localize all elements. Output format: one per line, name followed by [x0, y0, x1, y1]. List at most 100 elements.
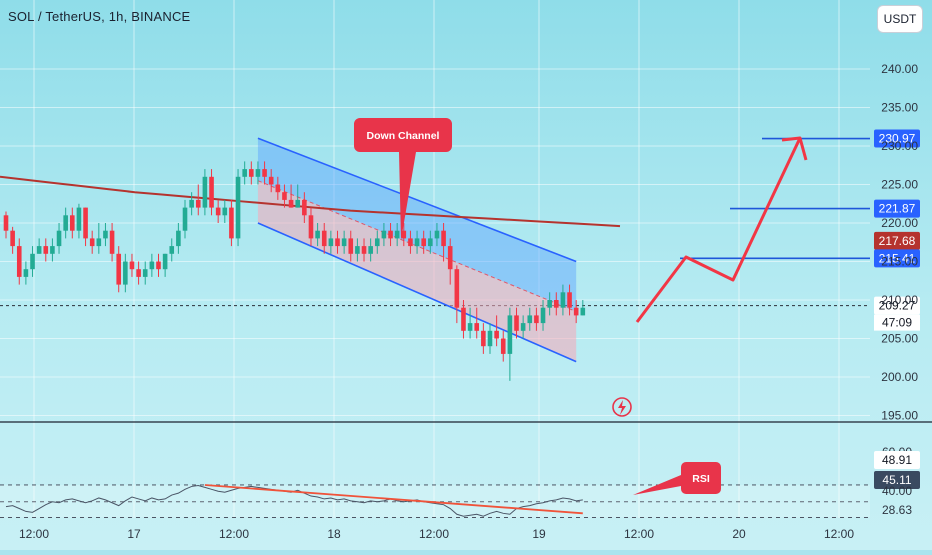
channel-upper-line	[257, 137, 577, 263]
candle-body	[494, 330, 499, 339]
callout-down-channel	[354, 118, 452, 240]
rsi-axis-label: 48.91	[882, 453, 912, 467]
candle-84	[560, 284, 566, 316]
candle-body	[534, 315, 539, 324]
candle-body	[63, 215, 68, 231]
candle-body	[540, 307, 546, 324]
price-level-label: 209.27	[879, 299, 916, 313]
candle-body	[481, 330, 486, 347]
channel-upper-fill	[257, 138, 577, 312]
countdown-label: 47:09	[882, 316, 912, 330]
candle-47	[315, 223, 320, 247]
candle-body	[268, 176, 274, 185]
candle-body	[295, 199, 301, 208]
candle-body	[474, 323, 480, 331]
candle-67	[447, 238, 453, 285]
candle-body	[421, 238, 426, 247]
candle-body	[573, 307, 579, 316]
candle-body	[447, 246, 453, 270]
candle-body	[103, 230, 108, 239]
candle-56	[374, 230, 380, 254]
candle-28	[189, 192, 194, 216]
time-axis-tick-8: 12:00	[824, 527, 854, 541]
candle-51	[341, 230, 347, 254]
candle-body	[321, 230, 327, 247]
candle-body	[394, 230, 400, 239]
candle-body	[149, 261, 155, 270]
candle-78	[520, 315, 526, 339]
candle-22	[149, 253, 155, 277]
price-axis-tick-2: 230.00	[881, 139, 918, 153]
candle-body	[275, 184, 281, 193]
price-axis-tick-3: 225.00	[881, 178, 918, 192]
price-level-tag-0: 230.97	[874, 129, 920, 148]
candle-68	[454, 265, 460, 324]
candle-body	[116, 253, 122, 285]
candle-body	[553, 300, 559, 308]
candle-body	[408, 238, 413, 247]
price-level-tag-2: 217.68	[874, 231, 920, 250]
candle-body	[10, 230, 15, 247]
candle-body	[461, 307, 466, 331]
callout-down-channel-label: Down Channel	[367, 130, 440, 142]
candle-79	[527, 307, 533, 331]
candle-66	[441, 223, 446, 262]
price-axis-tick-0: 240.00	[881, 62, 918, 76]
price-level-bg	[874, 249, 920, 268]
candle-body	[249, 169, 254, 177]
price-level-bg	[874, 296, 920, 315]
countdown-bg	[874, 314, 920, 331]
candle-4	[30, 246, 35, 277]
candle-13	[89, 230, 95, 254]
candle-0	[3, 211, 9, 239]
candle-body	[235, 176, 241, 239]
price-level-tag-4: 209.27	[874, 296, 920, 315]
candle-11	[76, 203, 82, 239]
price-level-bg	[874, 199, 920, 218]
candle-52	[348, 230, 354, 262]
candle-58	[388, 223, 393, 247]
candle-53	[355, 238, 360, 262]
candle-body	[229, 207, 234, 239]
candle-body	[487, 330, 493, 347]
price-level-label: 217.68	[879, 234, 916, 248]
candle-15	[103, 223, 108, 247]
candle-body	[374, 238, 380, 247]
candle-body	[500, 338, 506, 354]
candle-62	[414, 230, 420, 254]
candle-24	[162, 253, 168, 277]
candle-9	[63, 207, 68, 239]
candle-body	[335, 238, 340, 247]
candle-80	[534, 307, 539, 331]
candle-48	[321, 223, 327, 254]
candle-body	[215, 207, 221, 216]
candle-61	[408, 230, 413, 254]
time-axis-tick-2: 12:00	[219, 527, 249, 541]
candle-body	[195, 199, 201, 208]
candle-76	[507, 307, 513, 381]
candle-74	[494, 315, 499, 347]
candle-1	[10, 226, 15, 254]
currency-button[interactable]: USDT	[877, 5, 923, 33]
candle-38	[255, 161, 261, 185]
candle-21	[142, 261, 148, 285]
candle-body	[567, 292, 572, 308]
candle-body	[182, 207, 188, 231]
candle-body	[520, 323, 526, 331]
callout-rsi	[633, 462, 721, 495]
candle-body	[202, 176, 208, 208]
candle-31	[209, 169, 214, 216]
candle-body	[288, 199, 294, 208]
price-level-tag-1: 221.87	[874, 199, 920, 218]
candle-5	[36, 238, 42, 254]
candle-body	[547, 300, 552, 308]
price-level-label: 221.87	[879, 202, 916, 216]
candle-body	[50, 246, 55, 254]
candle-6	[43, 238, 49, 262]
candle-57	[381, 223, 387, 247]
candle-body	[176, 230, 181, 247]
candle-45	[302, 192, 307, 223]
candle-body	[70, 215, 75, 231]
candle-body	[109, 230, 115, 254]
